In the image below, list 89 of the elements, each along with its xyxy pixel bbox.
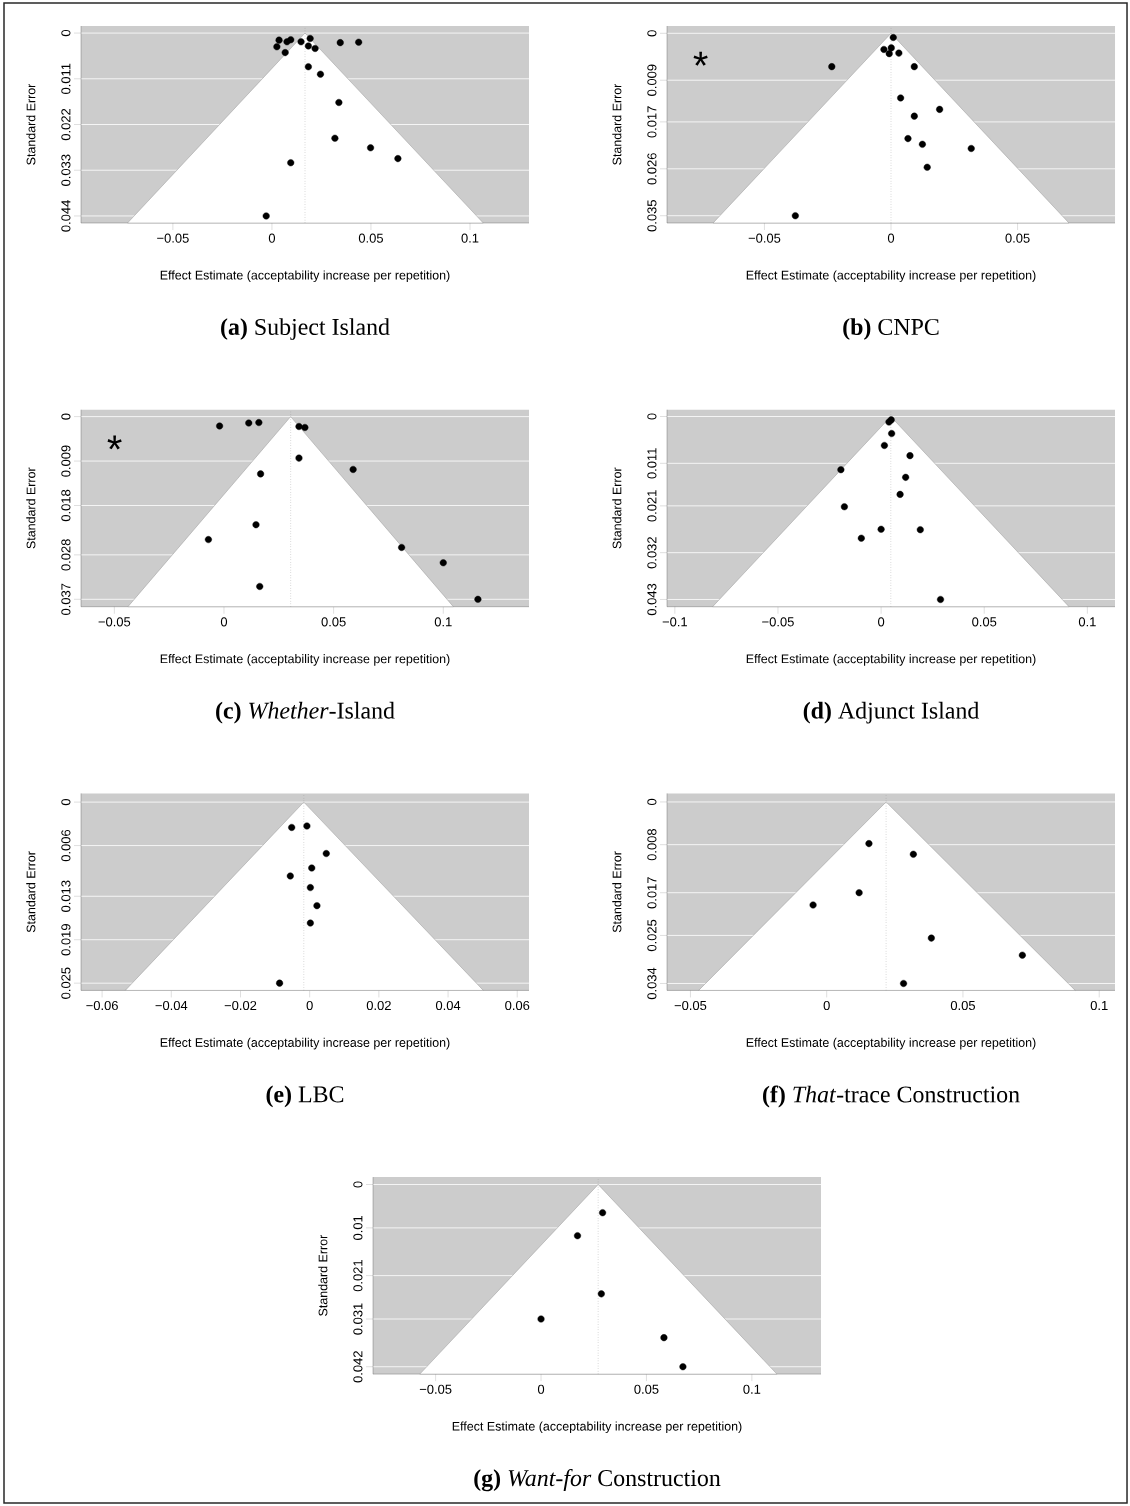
x-tick-label: 0 [878, 617, 885, 627]
y-tick-label: 0.013 [61, 880, 71, 912]
x-tick-label: −0.05 [762, 617, 794, 627]
y-tick-label: 0.017 [647, 106, 657, 138]
x-axis-title: Effect Estimate (acceptability increase per repetition) [160, 270, 450, 282]
y-tick-label: 0.011 [61, 63, 71, 95]
y-tick-label: 0.019 [61, 924, 71, 956]
y-tick-label: 0.042 [353, 1351, 363, 1383]
y-tick-label: 0.032 [647, 537, 657, 569]
text: (b) CNPC [843, 318, 939, 340]
x-tick-label: 0.05 [358, 233, 384, 243]
y-tick-label: 0.037 [61, 583, 71, 616]
x-tick-label: 0.04 [435, 1000, 461, 1011]
y-tick-label: 0 [647, 413, 657, 420]
y-tick-label: 0.025 [61, 967, 71, 999]
y-tick-label: 0 [353, 1181, 363, 1188]
x-tick-label: −0.05 [419, 1384, 452, 1394]
text: (g) Want-for Construction [474, 1469, 721, 1492]
y-tick-label: 0.044 [61, 200, 71, 232]
x-tick-label: −0.05 [98, 617, 131, 627]
x-tick-label: 0.1 [743, 1384, 761, 1394]
x-tick-label: 0.05 [321, 617, 346, 627]
y-tick-label: 0.006 [61, 829, 71, 862]
y-axis-title: Standard Error [26, 851, 36, 933]
annotation: * [107, 435, 122, 450]
x-tick-label: 0.05 [1005, 233, 1030, 243]
text: (f) That-trace Construction [763, 1085, 1020, 1108]
x-tick-label: 0.05 [950, 1000, 976, 1011]
x-tick-label: 0.1 [434, 617, 452, 627]
x-tick-label: −0.05 [748, 233, 781, 243]
y-tick-label: 0.021 [353, 1260, 363, 1292]
y-axis-title: Standard Error [26, 83, 36, 165]
x-axis-title: Effect Estimate (acceptability increase per repetition) [452, 1421, 742, 1434]
x-tick-label: 0 [220, 617, 228, 627]
y-tick-label: 0.018 [61, 489, 71, 522]
x-tick-label: −0.02 [224, 1000, 257, 1011]
x-tick-label: 0.02 [366, 1000, 391, 1011]
y-tick-label: 0.031 [353, 1303, 363, 1335]
x-axis-title: Effect Estimate (acceptability increase per repetition) [160, 1037, 450, 1050]
x-tick-label: 0 [887, 233, 895, 243]
x-tick-label: −0.05 [157, 233, 189, 243]
x-tick-label: 0 [268, 233, 276, 243]
y-tick-label: 0.022 [61, 108, 71, 141]
x-tick-label: −0.05 [674, 1000, 707, 1011]
y-tick-label: 0 [61, 799, 71, 806]
y-tick-label: 0 [61, 29, 71, 37]
y-tick-label: 0.026 [647, 153, 657, 185]
y-tick-label: 0 [647, 30, 657, 37]
annotation: * [693, 51, 708, 66]
x-tick-label: 0 [306, 1000, 313, 1011]
x-tick-label: −0.04 [155, 1000, 188, 1011]
y-tick-label: 0.028 [61, 539, 71, 571]
x-tick-label: 0.05 [634, 1384, 659, 1394]
y-axis-title: Standard Error [612, 83, 622, 165]
y-tick-label: 0.01 [353, 1215, 363, 1240]
y-tick-label: 0.017 [647, 877, 657, 909]
y-tick-label: 0.011 [647, 448, 657, 479]
y-axis-title: Standard Error [612, 851, 622, 933]
y-tick-label: 0.009 [647, 64, 657, 96]
x-tick-label: 0.1 [1078, 617, 1096, 627]
y-tick-label: 0.009 [61, 445, 71, 477]
x-axis-title: Effect Estimate (acceptability increase per repetition) [160, 654, 450, 666]
y-tick-label: 0.034 [647, 967, 657, 1000]
y-tick-label: 0.008 [647, 829, 657, 861]
x-tick-label: 0.05 [972, 617, 997, 627]
y-axis-title: Standard Error [26, 467, 36, 549]
x-tick-label: −0.06 [86, 1000, 118, 1011]
x-axis-title: Effect Estimate (acceptability increase per repetition) [746, 654, 1036, 666]
x-tick-label: −0.1 [662, 617, 688, 627]
x-axis-title: Effect Estimate (acceptability increase per repetition) [746, 270, 1036, 282]
y-tick-label: 0 [61, 413, 71, 420]
text: (a) Subject Island [221, 318, 390, 340]
x-tick-label: 0 [823, 1000, 830, 1011]
y-tick-label: 0 [647, 798, 657, 806]
y-axis-title: Standard Error [318, 1235, 328, 1316]
y-tick-label: 0.043 [647, 583, 657, 616]
y-tick-label: 0.021 [647, 490, 657, 522]
x-tick-label: 0.06 [505, 1000, 530, 1011]
y-tick-label: 0.033 [61, 154, 71, 186]
text: (d) Adjunct Island [803, 701, 980, 724]
y-tick-label: 0.035 [647, 200, 657, 232]
x-tick-label: 0 [537, 1384, 545, 1394]
y-axis-title: Standard Error [612, 467, 622, 549]
y-tick-label: 0.025 [647, 919, 657, 952]
text: (c) Whether-Island [216, 701, 395, 724]
x-tick-label: 0.1 [461, 233, 479, 243]
x-axis-title: Effect Estimate (acceptability increase per repetition) [746, 1037, 1036, 1050]
text: (e) LBC [266, 1085, 344, 1108]
x-tick-label: 0.1 [1090, 1000, 1108, 1011]
